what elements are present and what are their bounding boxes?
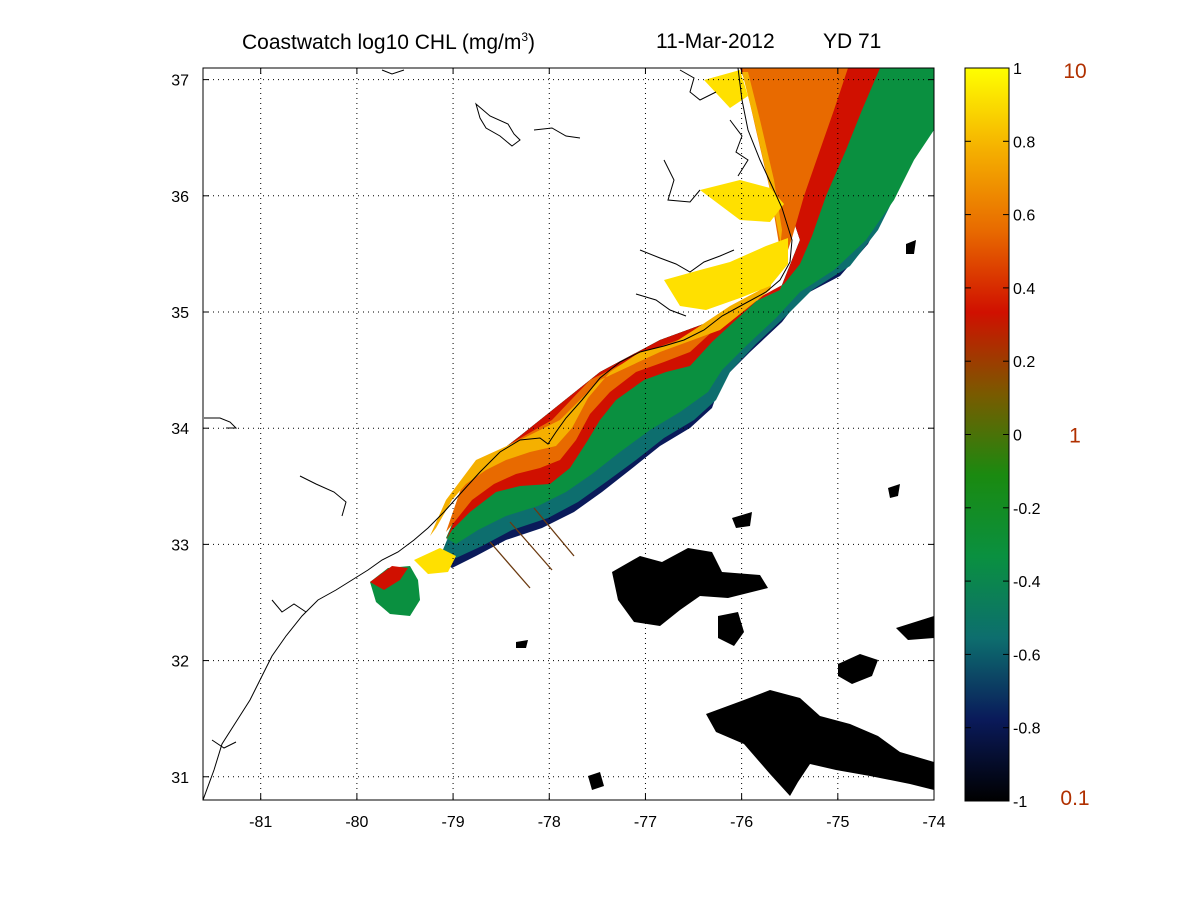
colorbar-ticks: 1 0.8 0.6 0.4 0.2 0 -0.2 -0.4 -0.6 -0.8 -1 — [965, 61, 1041, 811]
title-yearday: YD 71 — [823, 30, 882, 53]
colorbar-tick-label: 0.2 — [1013, 354, 1035, 371]
colorbar-tick-label: 0.6 — [1013, 208, 1035, 225]
transect-lines — [489, 507, 575, 589]
title-superscript: 3 — [521, 30, 529, 44]
y-tick-label: 31 — [171, 770, 189, 787]
colorbar-linear-label: 1 — [1069, 425, 1081, 448]
colorbar — [964, 67, 1010, 802]
y-tick-label: 35 — [171, 305, 189, 322]
colorbar-tick-label: 1 — [1013, 61, 1022, 78]
colorbar-tick-label: -0.4 — [1013, 574, 1041, 591]
colorbar-tick-label: -0.8 — [1013, 721, 1041, 738]
y-tick-label: 37 — [171, 73, 189, 90]
y-tick-label: 32 — [171, 654, 189, 671]
y-tick-label: 34 — [171, 421, 189, 438]
chlorophyll-field — [370, 68, 934, 616]
colorbar-tick-label: -1 — [1013, 794, 1027, 811]
map-plot-area — [203, 68, 934, 800]
colorbar-tick-label: 0.8 — [1013, 134, 1035, 151]
x-tick-label: -75 — [826, 814, 849, 831]
x-tick-label: -79 — [442, 814, 465, 831]
coastline — [203, 68, 793, 800]
map-title: Coastwatch log10 CHL (mg/m3) — [242, 30, 535, 55]
x-tick-label: -74 — [922, 814, 945, 831]
colorbar-tick-label: -0.2 — [1013, 501, 1041, 518]
map-grid — [203, 68, 935, 800]
x-tick-label: -78 — [538, 814, 561, 831]
colorbar-tick-label: 0 — [1013, 428, 1022, 445]
x-tick-label: -80 — [345, 814, 368, 831]
colorbar-tick-label: -0.6 — [1013, 647, 1041, 664]
colorbar-linear-labels: 10 1 0.1 — [1060, 60, 1089, 810]
title-suffix: ) — [528, 31, 536, 54]
x-tick-label: -81 — [249, 814, 272, 831]
y-tick-label: 33 — [171, 537, 189, 554]
y-tick-label: 36 — [171, 189, 189, 206]
colorbar-tick-label: 0.4 — [1013, 281, 1035, 298]
map-frame — [202, 67, 935, 801]
y-axis: 37 36 35 34 33 32 31 — [171, 73, 934, 787]
x-axis: -81 -80 -79 -78 -77 -76 -75 -74 — [249, 68, 946, 831]
colorbar-linear-label: 0.1 — [1060, 787, 1089, 810]
title-date: 11-Mar-2012 — [656, 30, 775, 53]
colorbar-linear-label: 10 — [1063, 60, 1086, 83]
masked-regions — [516, 240, 934, 796]
title-prefix: Coastwatch log10 CHL (mg/m — [242, 31, 522, 54]
x-tick-label: -77 — [634, 814, 657, 831]
x-tick-label: -76 — [730, 814, 753, 831]
